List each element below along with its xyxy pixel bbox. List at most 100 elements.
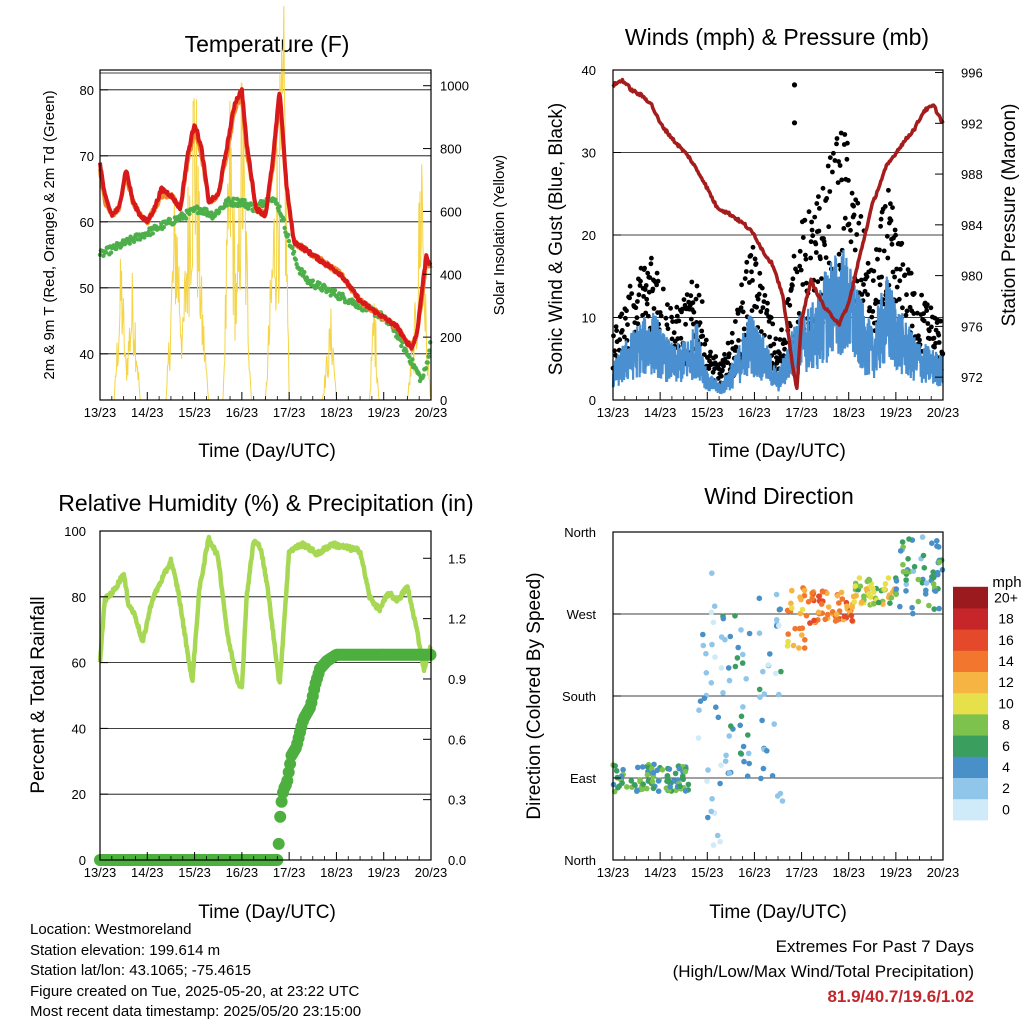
winds-x-tick-label: 14/23 (644, 405, 677, 420)
winds-x-tick-label: 20/23 (927, 405, 960, 420)
wind-direction-point (756, 630, 763, 636)
colorbar-label: 6 (1002, 738, 1010, 754)
gust-point (725, 340, 731, 346)
wind-direction-point (911, 563, 918, 570)
gust-point (825, 163, 831, 169)
wind-direction-point (696, 707, 702, 713)
gust-point (740, 300, 745, 305)
gust-point (928, 305, 934, 311)
wind-direction-point (664, 773, 671, 779)
dewpoint-point (290, 245, 295, 251)
gust-point (634, 315, 640, 321)
wind-direction-point (743, 676, 749, 682)
wind-direction-point (803, 612, 810, 619)
colorbar-swatch (953, 671, 988, 694)
wind-direction-point (722, 758, 729, 764)
gust-point (839, 177, 845, 183)
gust-point (758, 329, 764, 334)
rh-y-tick-label: 100 (64, 524, 86, 539)
dewpoint-point (332, 288, 338, 293)
wind-direction-point (789, 587, 795, 594)
gust-point (878, 223, 883, 229)
wind-direction-point (760, 765, 767, 772)
wind-direction-title: Wind Direction (704, 483, 854, 509)
gust-point (851, 203, 856, 209)
gust-point (879, 274, 884, 280)
gust-point (625, 322, 630, 327)
wind-direction-point (799, 632, 805, 638)
gust-point (904, 292, 909, 298)
dewpoint-point (123, 241, 128, 246)
wind-direction-point (777, 606, 783, 612)
wind-direction-point (644, 772, 651, 778)
temperature-y-tick-label-right: 600 (440, 204, 462, 219)
wind-direction-point (676, 765, 683, 772)
wind-direction-point (732, 613, 738, 619)
gust-point (834, 141, 839, 147)
wind-direction-point (650, 770, 657, 776)
winds-y-ticks-right: 972 976 980 984 988 992 996 (935, 66, 983, 385)
gust-point (909, 323, 915, 329)
gust-point (702, 341, 708, 347)
gust-point (700, 333, 706, 339)
gust-point (693, 296, 699, 302)
wind-direction-x-tick-label: 14/23 (644, 865, 677, 880)
wind-direction-point (815, 609, 822, 616)
gust-point (676, 318, 682, 324)
wind-direction-point (857, 583, 864, 590)
wind-direction-point (811, 617, 817, 624)
wind-direction-point (765, 662, 772, 668)
rh-y-ticks-right: 0.0 0.3 0.6 0.9 1.2 1.5 (423, 551, 466, 868)
gust-point (844, 156, 850, 162)
wind-direction-point (790, 642, 797, 649)
gust-point (897, 278, 903, 284)
gust-point (904, 308, 910, 314)
wind-direction-point (737, 722, 743, 729)
gust-point (725, 360, 730, 365)
wind-direction-point (858, 599, 865, 605)
gust-point (877, 247, 882, 253)
wind-direction-point (628, 778, 635, 784)
gust-point (881, 248, 887, 254)
gust-point (655, 278, 661, 284)
dewpoint-point (319, 288, 325, 293)
winds-y-label: Sonic Wind & Gust (Blue, Black) (546, 103, 567, 375)
rh-y-tick-label-right: 0.6 (448, 732, 466, 747)
gust-point (642, 265, 647, 271)
winds-y-tick-label-right: 984 (961, 218, 983, 233)
gust-point (812, 214, 818, 220)
gust-point (787, 302, 793, 308)
gust-point (888, 201, 893, 207)
temperature-y-tick-label-right: 0 (440, 393, 447, 408)
gust-point (649, 255, 654, 261)
gust-point (636, 292, 642, 298)
rh-series (97, 534, 433, 690)
wind-direction-point (709, 570, 715, 576)
wind-direction-point (709, 796, 715, 802)
gust-point (674, 304, 680, 310)
wind-direction-point (788, 605, 795, 611)
rh-y-ticks: 0 20 40 60 80 100 (64, 524, 108, 868)
gust-point (836, 159, 841, 164)
dewpoint-point (187, 211, 192, 217)
wind-direction-point (906, 536, 912, 542)
colorbar-label: 14 (998, 653, 1014, 669)
gust-point (834, 136, 840, 141)
wind-direction-point (714, 832, 721, 839)
gust-point (689, 279, 695, 285)
winds-x-tick-label: 13/23 (597, 405, 630, 420)
wind-direction-point (771, 721, 777, 727)
dewpoint-point (294, 262, 299, 267)
gust-point (837, 163, 843, 168)
rh-x-tick-label: 13/23 (84, 865, 117, 880)
winds-x-tick-label: 19/23 (880, 405, 913, 420)
gust-point (741, 326, 747, 332)
winds-pressure-series (611, 77, 945, 391)
wind-direction-point (926, 602, 932, 609)
gust-point (750, 278, 755, 283)
gust-point (818, 256, 823, 262)
wind-direction-point (613, 768, 620, 774)
wind-direction-point (704, 778, 710, 784)
wind-direction-point (776, 691, 782, 698)
dewpoint-point (204, 207, 209, 212)
